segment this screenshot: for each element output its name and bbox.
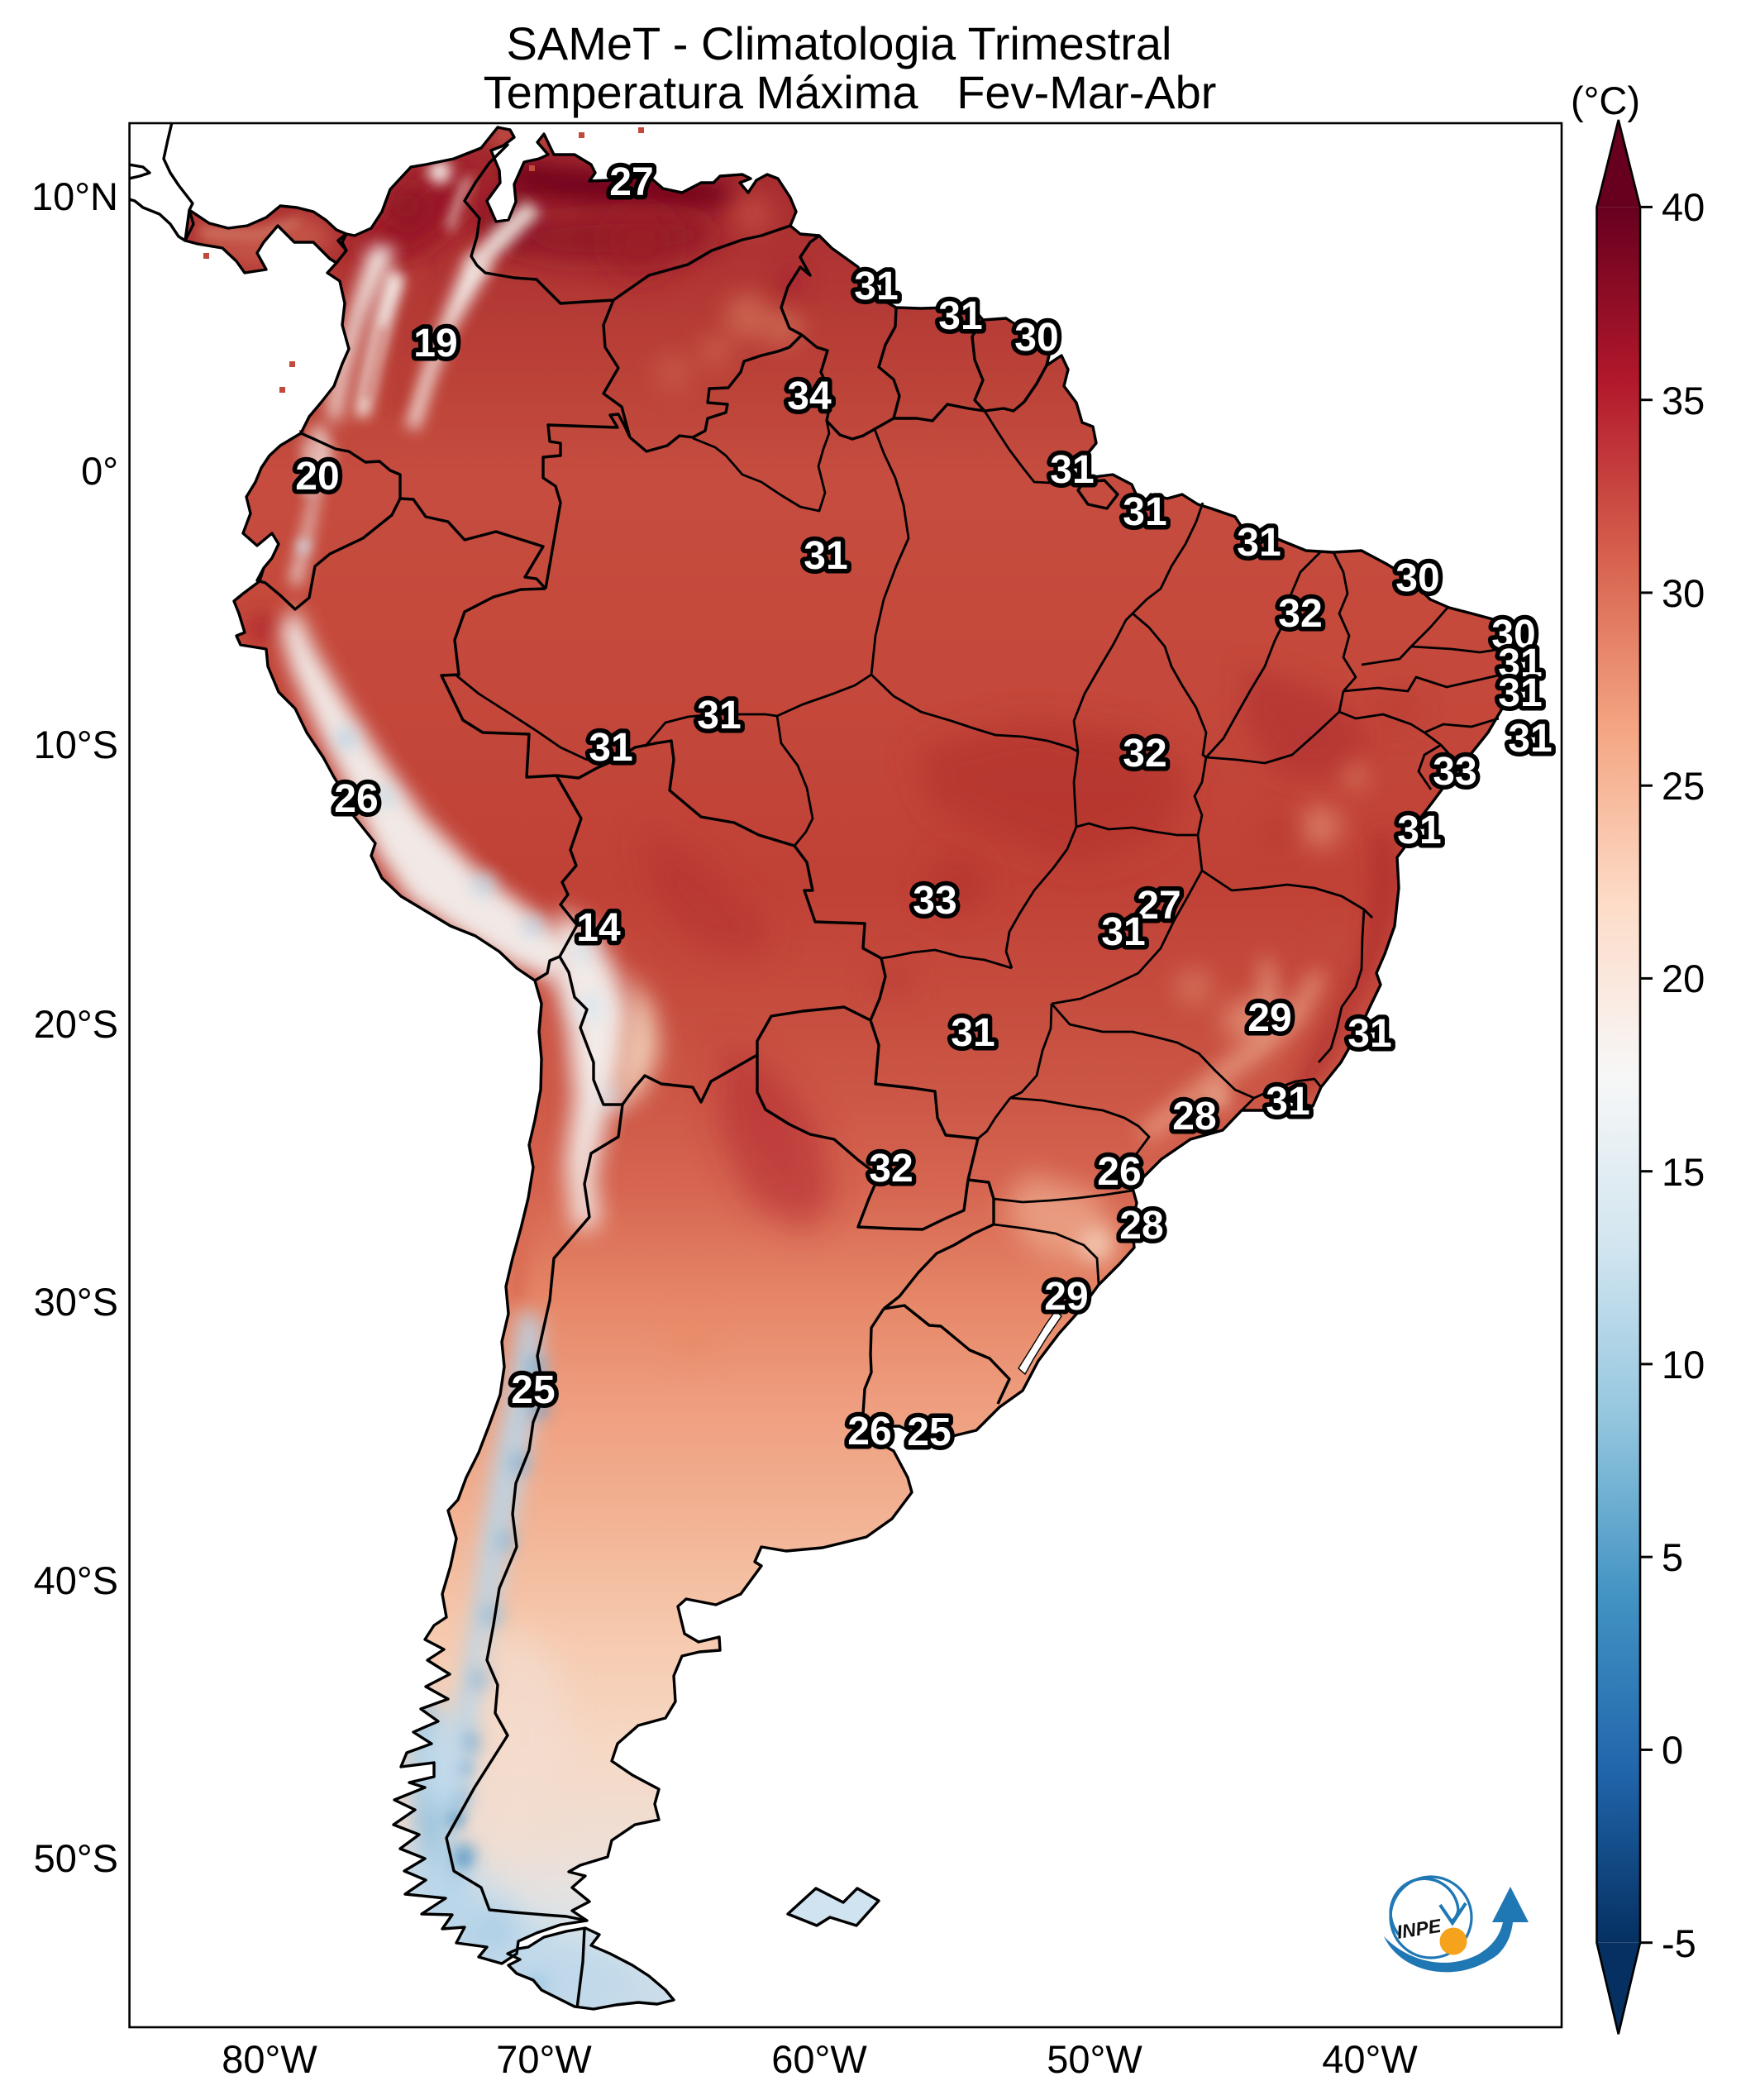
svg-text:31: 31 xyxy=(697,694,741,737)
svg-text:34: 34 xyxy=(787,375,832,418)
svg-text:(°C): (°C) xyxy=(1571,79,1640,122)
svg-text:60°W: 60°W xyxy=(771,2037,867,2081)
svg-text:40: 40 xyxy=(1662,185,1705,229)
svg-text:33: 33 xyxy=(913,879,956,923)
svg-text:10°N: 10°N xyxy=(31,174,118,218)
svg-text:31: 31 xyxy=(854,265,898,308)
svg-text:31: 31 xyxy=(1498,671,1542,715)
svg-text:32: 32 xyxy=(1278,592,1322,636)
svg-text:29: 29 xyxy=(1044,1275,1088,1319)
svg-text:10: 10 xyxy=(1662,1343,1705,1386)
svg-text:0°: 0° xyxy=(81,449,118,493)
svg-text:29: 29 xyxy=(1247,996,1291,1040)
svg-text:10°S: 10°S xyxy=(34,723,118,766)
svg-text:31: 31 xyxy=(1237,521,1281,565)
svg-text:31: 31 xyxy=(1101,910,1145,954)
svg-text:30: 30 xyxy=(1491,613,1535,656)
svg-text:32: 32 xyxy=(1123,732,1166,776)
svg-text:31: 31 xyxy=(1266,1080,1309,1124)
svg-text:31: 31 xyxy=(1050,448,1094,492)
svg-text:0: 0 xyxy=(1662,1728,1683,1772)
svg-text:31: 31 xyxy=(589,726,632,770)
svg-text:32: 32 xyxy=(869,1147,913,1191)
svg-text:26: 26 xyxy=(1097,1150,1141,1194)
svg-text:80°W: 80°W xyxy=(222,2037,317,2081)
svg-text:14: 14 xyxy=(576,906,621,950)
svg-text:30: 30 xyxy=(1395,556,1439,600)
svg-text:31: 31 xyxy=(1498,642,1542,685)
svg-text:20°S: 20°S xyxy=(34,1002,118,1046)
svg-text:31: 31 xyxy=(1508,717,1552,761)
svg-text:30: 30 xyxy=(1014,316,1058,360)
svg-text:30°S: 30°S xyxy=(34,1280,118,1324)
svg-text:31: 31 xyxy=(1123,490,1166,534)
svg-text:26: 26 xyxy=(334,777,378,821)
svg-text:31: 31 xyxy=(938,294,982,338)
svg-text:Temperatura Máxima Fev-Mar-A: Temperatura Máxima Fev-Mar-Abr xyxy=(484,66,1217,118)
svg-text:50°W: 50°W xyxy=(1047,2037,1142,2081)
svg-text:31: 31 xyxy=(1347,1012,1391,1056)
svg-text:5: 5 xyxy=(1662,1535,1683,1579)
svg-text:31: 31 xyxy=(804,534,847,578)
svg-text:33: 33 xyxy=(1433,750,1476,794)
svg-text:40°S: 40°S xyxy=(34,1558,118,1602)
svg-text:35: 35 xyxy=(1662,379,1705,422)
svg-text:31: 31 xyxy=(951,1011,995,1055)
svg-text:SAMeT - Climatologia Trimestra: SAMeT - Climatologia Trimestral xyxy=(507,17,1172,69)
svg-text:20: 20 xyxy=(295,455,339,499)
svg-text:19: 19 xyxy=(413,322,457,365)
svg-text:27: 27 xyxy=(1137,884,1181,928)
svg-text:15: 15 xyxy=(1662,1150,1705,1194)
svg-text:27: 27 xyxy=(609,160,653,204)
svg-text:-5: -5 xyxy=(1662,1921,1696,1965)
svg-text:30: 30 xyxy=(1662,571,1705,615)
svg-text:50°S: 50°S xyxy=(34,1836,118,1880)
svg-text:25: 25 xyxy=(1662,764,1705,808)
svg-text:25: 25 xyxy=(907,1410,951,1454)
svg-text:25: 25 xyxy=(511,1368,555,1412)
svg-text:40°W: 40°W xyxy=(1322,2037,1418,2081)
svg-text:26: 26 xyxy=(847,1410,891,1453)
svg-text:31: 31 xyxy=(1397,809,1441,852)
svg-text:20: 20 xyxy=(1662,957,1705,1000)
svg-text:70°W: 70°W xyxy=(496,2037,592,2081)
svg-text:28: 28 xyxy=(1172,1095,1216,1138)
svg-text:28: 28 xyxy=(1119,1204,1163,1248)
